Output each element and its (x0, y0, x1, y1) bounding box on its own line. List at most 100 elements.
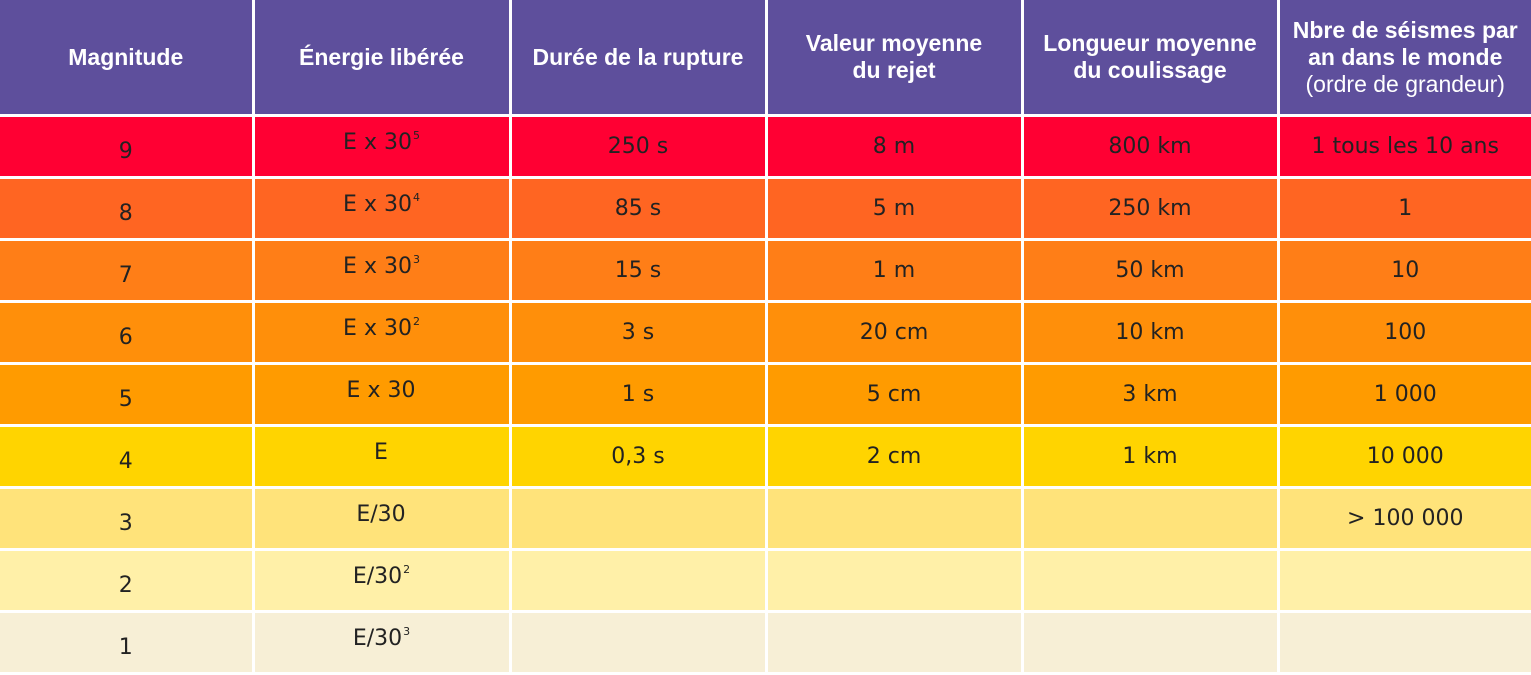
cell-count: > 100 000 (1276, 486, 1531, 551)
cell-energy-text: E x 30 (346, 378, 416, 403)
cell-energy: E x 303 (251, 238, 512, 303)
cell-length: 1 km (1020, 424, 1280, 489)
cell-offset-text: 1 m (872, 258, 916, 283)
cell-offset-text: 2 cm (866, 444, 922, 469)
cell-length (1020, 548, 1280, 613)
cell-length-text: 250 km (1108, 196, 1192, 221)
cell-energy-text: E/30 (352, 564, 403, 589)
cell-magnitude: 5 (0, 362, 255, 427)
cell-magnitude: 8 (0, 176, 255, 241)
cell-count: 10 000 (1276, 424, 1531, 489)
table-row: 4 E 0,3 s 2 cm 1 km 10 000 (0, 424, 1531, 489)
cell-duration: 250 s (508, 114, 768, 179)
table-row: 6 E x 302 3 s 20 cm 10 km 100 (0, 300, 1531, 365)
cell-duration (508, 486, 768, 551)
cell-energy-text: E x 30 (343, 192, 412, 217)
cell-duration: 3 s (508, 300, 768, 365)
cell-magnitude-text: 8 (118, 201, 133, 226)
cell-energy-text: E x 30 (343, 130, 412, 155)
cell-count-text: 1 tous les 10 ans (1311, 134, 1499, 159)
cell-count-text: 1 (1398, 196, 1413, 221)
cell-energy: E (251, 424, 512, 489)
cell-offset (764, 548, 1024, 613)
cell-magnitude-text: 3 (118, 511, 133, 536)
energy-exponent: 5 (412, 129, 420, 142)
cell-count (1276, 610, 1531, 675)
cell-duration-text: 0,3 s (611, 444, 665, 469)
header-line: Valeur moyenne (805, 30, 983, 56)
cell-length: 10 km (1020, 300, 1280, 365)
cell-magnitude: 6 (0, 300, 255, 365)
table-row: 9 E x 305 250 s 8 m 800 km 1 tous les 10 ans (0, 114, 1531, 179)
cell-count-text: 1 000 (1373, 382, 1437, 407)
cell-energy: E x 302 (251, 300, 512, 365)
header-line: Nbre de séismes par (1292, 16, 1518, 43)
cell-duration: 15 s (508, 238, 768, 303)
cell-count-text: 100 (1384, 320, 1427, 345)
header-duration: Durée de la rupture (508, 0, 768, 117)
cell-duration-text: 15 s (614, 258, 662, 283)
cell-length: 50 km (1020, 238, 1280, 303)
header-line: Durée de la rupture (532, 43, 744, 70)
table-row: 7 E x 303 15 s 1 m 50 km 10 (0, 238, 1531, 303)
energy-exponent: 2 (412, 315, 420, 328)
cell-count: 1 tous les 10 ans (1276, 114, 1531, 179)
table-row: 8 E x 304 85 s 5 m 250 km 1 (0, 176, 1531, 241)
cell-length: 800 km (1020, 114, 1280, 179)
cell-magnitude: 1 (0, 610, 255, 675)
cell-length-text: 10 km (1115, 320, 1185, 345)
cell-energy: E x 30 (251, 362, 512, 427)
cell-magnitude: 2 (0, 548, 255, 613)
cell-length-text: 3 km (1122, 382, 1178, 407)
header-magnitude: Magnitude (0, 0, 255, 117)
cell-magnitude-text: 2 (118, 573, 133, 598)
cell-duration-text: 85 s (614, 196, 662, 221)
cell-length-text: 50 km (1115, 258, 1185, 283)
header-energy: Énergie libérée (251, 0, 512, 117)
cell-count (1276, 548, 1531, 613)
energy-exponent: 2 (403, 563, 411, 576)
cell-length-text: 800 km (1108, 134, 1192, 159)
cell-offset: 2 cm (764, 424, 1024, 489)
cell-magnitude: 3 (0, 486, 255, 551)
cell-length (1020, 610, 1280, 675)
cell-count: 100 (1276, 300, 1531, 365)
cell-magnitude-text: 1 (118, 635, 133, 660)
cell-duration-text: 250 s (607, 134, 669, 159)
cell-count: 10 (1276, 238, 1531, 303)
cell-length (1020, 486, 1280, 551)
cell-energy: E x 304 (251, 176, 512, 241)
cell-offset: 20 cm (764, 300, 1024, 365)
cell-energy-text: E x 30 (343, 254, 412, 279)
cell-count-text: > 100 000 (1347, 506, 1464, 531)
cell-offset-text: 5 m (872, 196, 916, 221)
cell-magnitude-text: 7 (118, 263, 133, 288)
cell-offset: 5 m (764, 176, 1024, 241)
cell-offset: 8 m (764, 114, 1024, 179)
cell-offset: 1 m (764, 238, 1024, 303)
cell-energy: E/302 (251, 548, 512, 613)
cell-offset (764, 486, 1024, 551)
cell-count-text: 10 000 (1366, 444, 1444, 469)
cell-duration-text: 3 s (621, 320, 655, 345)
header-count: Nbre de séismes par an dans le monde (or… (1276, 0, 1531, 117)
cell-energy-text: E x 30 (343, 316, 412, 341)
cell-energy-text: E/30 (352, 626, 403, 651)
energy-exponent: 3 (412, 253, 420, 266)
cell-energy-text: E (374, 440, 388, 465)
cell-duration: 1 s (508, 362, 768, 427)
cell-length-text: 1 km (1122, 444, 1178, 469)
cell-count: 1 (1276, 176, 1531, 241)
cell-offset-text: 8 m (872, 134, 916, 159)
cell-magnitude-text: 4 (118, 449, 133, 474)
header-line: du rejet (852, 57, 936, 83)
header-offset: Valeur moyenne du rejet (764, 0, 1024, 117)
cell-duration (508, 548, 768, 613)
header-line: Magnitude (68, 43, 184, 70)
table-row: 2 E/302 (0, 548, 1531, 613)
cell-magnitude: 7 (0, 238, 255, 303)
cell-duration (508, 610, 768, 675)
cell-length: 3 km (1020, 362, 1280, 427)
cell-offset-text: 20 cm (859, 320, 929, 345)
